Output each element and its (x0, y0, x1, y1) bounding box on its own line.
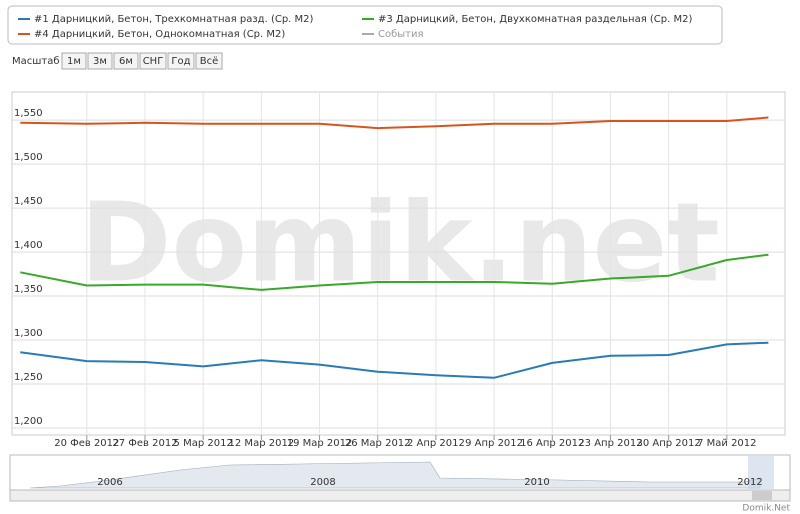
x-tick-label: 7 Май 2012 (697, 438, 756, 449)
x-tick-label: 12 Мар 2012 (229, 438, 295, 449)
plot-area (11, 91, 786, 436)
navigator-label: 2010 (524, 477, 549, 488)
scrollbar[interactable] (9, 489, 791, 502)
watermark: Domik.net (80, 178, 720, 306)
legend-label[interactable]: События (378, 29, 424, 40)
x-tick-label: 2 Апр 2012 (407, 438, 465, 449)
legend-label[interactable]: #4 Дарницкий, Бетон, Однокомнатная (Ср. … (34, 29, 285, 40)
series-line (20, 116, 769, 130)
range-button[interactable] (195, 52, 223, 70)
x-tick-label: 5 Мар 2012 (174, 438, 233, 449)
navigator-label: 2006 (97, 477, 122, 488)
y-tick-label: 1,350 (14, 284, 43, 295)
y-tick-label: 1,450 (14, 196, 43, 207)
x-tick-label: 27 Фев 2012 (112, 438, 177, 449)
range-button-label[interactable]: СНГ (143, 56, 164, 67)
legend-box (7, 5, 723, 45)
y-tick-label: 1,400 (14, 240, 43, 251)
legend-label[interactable]: #1 Дарницкий, Бетон, Трехкомнатная разд.… (34, 14, 314, 25)
navigator-selection[interactable] (748, 456, 774, 489)
x-tick-label: 16 Апр 2012 (520, 438, 584, 449)
range-button[interactable] (61, 52, 87, 70)
credit: Domik.Net (742, 504, 790, 514)
x-tick-label: 20 Фев 2012 (54, 438, 119, 449)
x-tick-label: 30 Апр 2012 (637, 438, 701, 449)
x-tick-label: 23 Апр 2012 (578, 438, 642, 449)
series-line (20, 253, 769, 291)
legend-label[interactable]: #3 Дарницкий, Бетон, Двухкомнатная разде… (378, 14, 692, 25)
navigator-label: 2008 (310, 477, 335, 488)
range-button-label[interactable]: 3м (93, 56, 107, 67)
range-label: Масштаб (12, 56, 60, 67)
y-tick-label: 1,550 (14, 108, 43, 119)
range-button-label[interactable]: Всё (200, 56, 219, 67)
range-button-label[interactable]: 6м (119, 56, 133, 67)
y-tick-label: 1,300 (14, 328, 43, 339)
navigator-label: 2012 (737, 477, 762, 488)
x-tick-label: 19 Мар 2012 (287, 438, 353, 449)
range-button[interactable] (87, 52, 113, 70)
x-tick-label: 26 Мар 2012 (345, 438, 411, 449)
x-tick-label: 9 Апр 2012 (465, 438, 523, 449)
scrollbar-thumb[interactable] (752, 491, 772, 500)
range-button-label[interactable]: Год (171, 56, 190, 67)
y-tick-label: 1,500 (14, 152, 43, 163)
y-tick-label: 1,250 (14, 372, 43, 383)
series-line (20, 341, 769, 379)
range-button[interactable] (139, 52, 167, 70)
range-button[interactable] (113, 52, 139, 70)
y-tick-label: 1,200 (14, 416, 43, 427)
range-button[interactable] (167, 52, 195, 70)
range-button-label[interactable]: 1м (67, 56, 81, 67)
